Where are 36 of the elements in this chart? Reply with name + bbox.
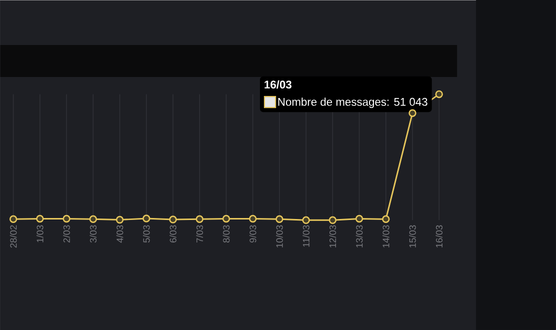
- x-tick-label: 5/03: [142, 225, 150, 243]
- point: [142, 214, 150, 222]
- point: [328, 216, 337, 224]
- point: [196, 215, 204, 223]
- x-tick-label: 1/03: [36, 225, 44, 242]
- point: [302, 216, 310, 224]
- x-tick-label: 9/03: [249, 225, 256, 242]
- x-tick-label: 4/03: [116, 225, 124, 243]
- x-tick-label: 16/03: [436, 225, 442, 248]
- x-tick-label: 10/03: [276, 225, 283, 248]
- point: [116, 216, 124, 224]
- x-tick-label: 3/03: [90, 225, 97, 243]
- x-tick-label: 2/03: [63, 225, 70, 242]
- point: [222, 214, 230, 223]
- point: [382, 215, 390, 223]
- x-tick-label: 28/02: [10, 225, 17, 248]
- x-tick-label: 6/03: [170, 225, 176, 242]
- point: [89, 215, 98, 223]
- x-tick-label: 14/03: [382, 225, 390, 248]
- point: [435, 90, 443, 98]
- point: [276, 215, 284, 223]
- point: [62, 214, 70, 223]
- point: [408, 109, 416, 117]
- x-tick-label: 7/03: [196, 225, 203, 242]
- point: [36, 214, 44, 223]
- point: [355, 214, 364, 223]
- point: [248, 214, 257, 223]
- text: 16/03: [264, 80, 292, 89]
- x-tick-label: 15/03: [409, 225, 416, 248]
- point: [9, 215, 18, 223]
- point: [169, 216, 177, 224]
- x-tick-label: 8/03: [222, 225, 230, 242]
- x-tick-label: 11/03: [302, 225, 310, 247]
- x-tick-label: 13/03: [356, 225, 363, 248]
- x-tick-label: 12/03: [329, 225, 336, 248]
- annotation: Nombre de messages: 51 043: [278, 98, 428, 108]
